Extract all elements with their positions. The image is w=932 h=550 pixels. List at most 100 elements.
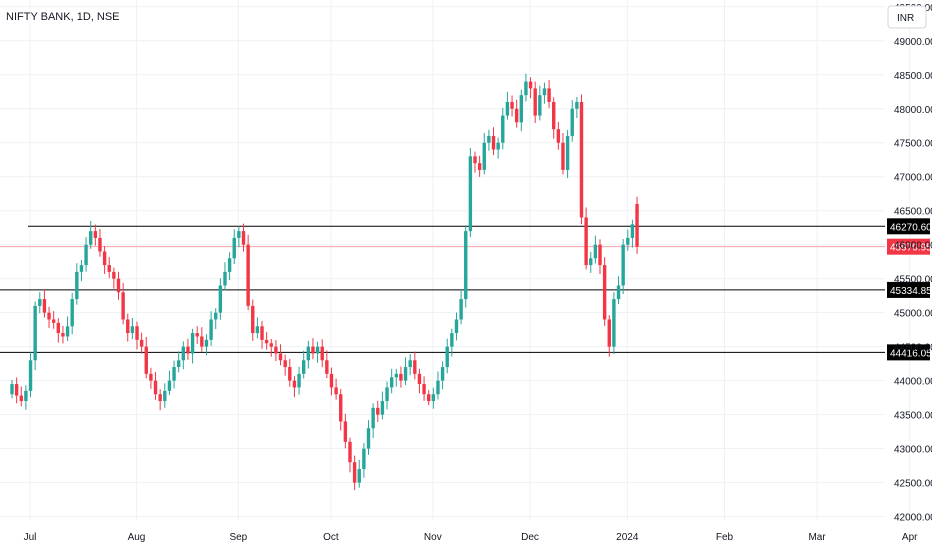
symbol-title[interactable]: NIFTY BANK, 1D, NSE — [6, 11, 120, 23]
candle-body — [264, 339, 269, 344]
time-axis[interactable]: Jul Aug Sep Oct Nov Dec 2024 Feb Mar Apr — [24, 532, 919, 543]
x-tick-label: 2024 — [616, 532, 639, 543]
candle-body — [459, 299, 463, 320]
candle-body — [552, 101, 556, 130]
candle-body — [542, 88, 547, 96]
candle-body — [528, 81, 533, 89]
currency-label[interactable]: INR — [897, 13, 914, 24]
candle-body — [14, 384, 19, 396]
level-tag — [887, 344, 930, 361]
candle-body — [38, 299, 42, 306]
candle-body — [144, 346, 148, 374]
candle-body — [612, 299, 616, 347]
candle-body — [51, 319, 56, 323]
x-tick-label: Feb — [716, 532, 734, 543]
candle-body — [556, 129, 561, 143]
x-tick-label: Apr — [902, 532, 918, 543]
currency-button[interactable]: INR — [887, 5, 927, 29]
candle-body — [635, 203, 639, 247]
candle-body — [107, 265, 111, 272]
candle-body — [445, 346, 449, 368]
candle-body — [186, 346, 190, 354]
candle-body — [616, 285, 621, 300]
candle-body — [10, 384, 14, 395]
candle-body — [496, 142, 500, 150]
candle-body — [570, 108, 574, 136]
y-tick-label: 42000.00 — [894, 513, 932, 524]
candle-body — [42, 299, 47, 313]
y-tick-label: 47000.00 — [894, 173, 932, 184]
y-tick-label: 45000.00 — [894, 309, 932, 320]
candle-body — [311, 346, 315, 354]
candle-body — [440, 367, 445, 381]
y-tick-label: 47500.00 — [894, 139, 932, 150]
candle-body — [399, 373, 403, 381]
candle-body — [626, 237, 630, 245]
candle-body — [56, 322, 60, 334]
candle-body — [306, 346, 311, 361]
last-price-tag — [887, 238, 930, 255]
candle-body — [126, 319, 130, 334]
candle-body — [357, 469, 361, 483]
candle-body — [214, 312, 218, 320]
candle-body — [547, 88, 551, 102]
candle-body — [510, 101, 514, 109]
candle-body — [325, 360, 329, 374]
candle-body — [278, 353, 283, 361]
y-tick-label: 48000.00 — [894, 105, 932, 116]
level-tag — [887, 281, 930, 298]
candle-body — [246, 244, 250, 306]
candle-body — [167, 380, 172, 391]
candle-body — [487, 135, 491, 143]
x-tick-label: Aug — [128, 532, 146, 543]
candle-body — [75, 271, 79, 300]
candle-body — [593, 244, 598, 259]
candle-body — [505, 101, 510, 116]
x-tick-label: Sep — [229, 532, 247, 543]
x-tick-label: Nov — [424, 532, 442, 543]
candle-body — [561, 142, 565, 170]
candle-body — [204, 339, 209, 347]
x-tick-label: Dec — [521, 532, 539, 543]
candle-body — [371, 407, 375, 429]
candle-body — [417, 373, 422, 385]
y-tick-label: 46000.00 — [894, 241, 932, 252]
candle-body — [251, 305, 255, 334]
candle-body — [362, 448, 366, 470]
candle-body — [301, 360, 306, 374]
candle-body — [65, 326, 70, 337]
candle-body — [241, 231, 246, 245]
y-tick-label: 42500.00 — [894, 479, 932, 490]
candle-body — [380, 401, 385, 415]
candle-body — [232, 237, 236, 259]
candle-body — [538, 95, 542, 116]
candle-body — [621, 244, 625, 286]
candle-body — [389, 377, 394, 388]
y-tick-label: 44000.00 — [894, 377, 932, 388]
candle-body — [422, 384, 426, 395]
candle-body — [89, 231, 93, 245]
candle-body — [339, 394, 343, 422]
currency-button-frame[interactable] — [887, 5, 927, 29]
candle-body — [427, 394, 431, 402]
candle-body — [436, 380, 440, 395]
candle-body — [514, 108, 519, 123]
candle-body — [153, 380, 158, 395]
candle-body — [385, 387, 389, 402]
candle-body — [102, 251, 107, 266]
candle-body — [19, 395, 23, 402]
x-tick-label: Jul — [24, 532, 37, 543]
candle-body — [501, 115, 505, 143]
candle-body — [28, 360, 33, 391]
candle-body — [121, 292, 125, 320]
candle-body — [33, 305, 37, 361]
candle-body — [70, 299, 74, 327]
candle-body — [482, 142, 486, 170]
candle-body — [79, 265, 84, 272]
candle-body — [61, 333, 65, 337]
candle-body — [464, 231, 468, 300]
candle-body — [288, 367, 292, 381]
candle-body — [575, 101, 579, 109]
